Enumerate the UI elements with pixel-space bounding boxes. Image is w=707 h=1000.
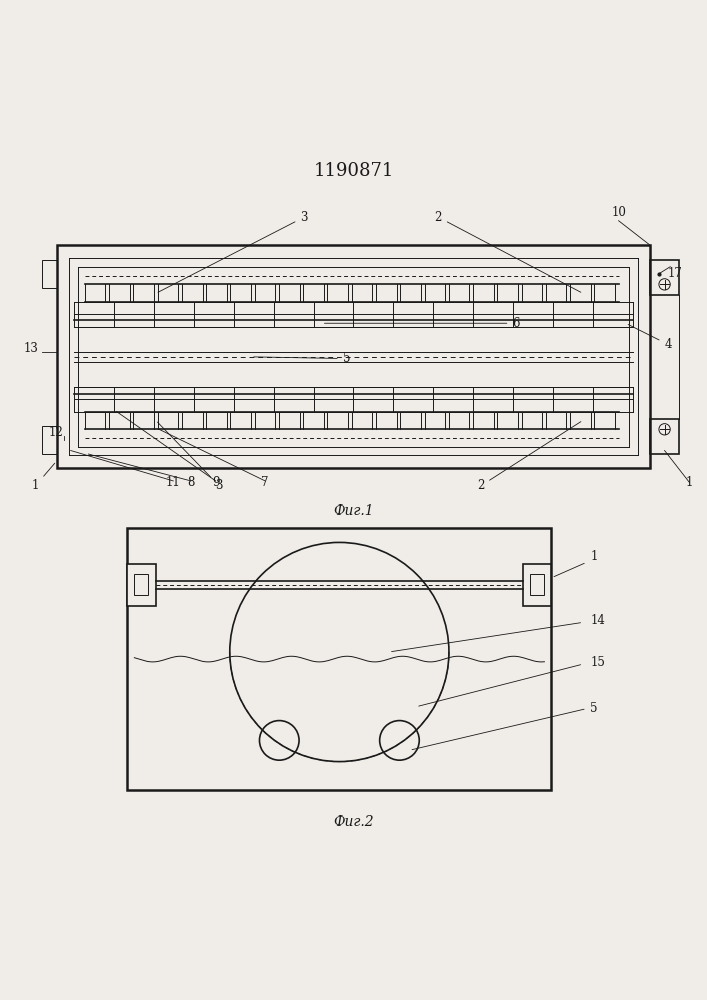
Bar xyxy=(650,419,679,454)
Text: 5: 5 xyxy=(590,702,598,715)
Text: 8: 8 xyxy=(187,476,194,489)
Text: 11: 11 xyxy=(166,476,180,489)
Bar xyxy=(523,564,551,606)
Text: 2: 2 xyxy=(435,211,581,292)
Bar xyxy=(134,574,148,595)
Text: 1: 1 xyxy=(590,550,597,563)
Bar xyxy=(530,574,544,595)
Text: 9: 9 xyxy=(212,476,219,489)
Bar xyxy=(127,564,156,606)
Bar xyxy=(42,426,57,454)
Text: 13: 13 xyxy=(24,342,39,355)
Text: 15: 15 xyxy=(590,656,605,669)
Text: 4: 4 xyxy=(629,324,672,351)
Text: 14: 14 xyxy=(590,614,605,627)
Text: 6: 6 xyxy=(325,317,520,330)
Text: 1190871: 1190871 xyxy=(313,162,394,180)
Bar xyxy=(650,260,679,295)
Text: 12: 12 xyxy=(49,426,64,439)
Text: 1: 1 xyxy=(686,476,693,489)
Text: 2: 2 xyxy=(477,422,581,492)
Bar xyxy=(42,260,57,288)
Text: 10: 10 xyxy=(611,206,626,219)
Text: Фиг.1: Фиг.1 xyxy=(333,504,374,518)
Text: 5: 5 xyxy=(254,352,350,365)
Text: 1: 1 xyxy=(32,463,54,492)
Bar xyxy=(127,528,551,790)
Text: 7: 7 xyxy=(262,476,269,489)
Text: 3: 3 xyxy=(158,422,223,492)
Text: 17: 17 xyxy=(668,267,683,280)
Text: 3: 3 xyxy=(158,211,308,292)
Text: Фиг.2: Фиг.2 xyxy=(333,815,374,829)
